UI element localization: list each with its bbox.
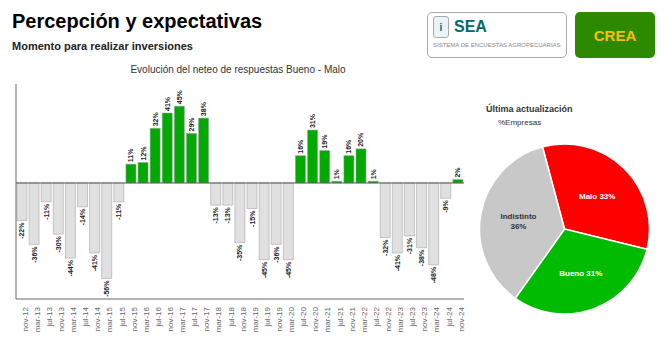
svg-text:jul-13: jul-13 (45, 306, 54, 327)
svg-text:mar-17: mar-17 (178, 306, 187, 332)
svg-text:nov-23: nov-23 (420, 306, 429, 331)
svg-text:jul-22: jul-22 (372, 306, 381, 327)
svg-text:jul-18: jul-18 (227, 306, 236, 327)
svg-text:31%: 31% (309, 113, 316, 128)
svg-text:mar-22: mar-22 (360, 306, 369, 332)
svg-text:-45%: -45% (261, 261, 268, 278)
svg-text:-45%: -45% (285, 261, 292, 278)
svg-text:19%: 19% (321, 134, 328, 149)
svg-text:nov-22: nov-22 (384, 306, 393, 331)
svg-text:-31%: -31% (406, 237, 413, 254)
svg-text:mar-13: mar-13 (33, 306, 42, 332)
svg-text:nov-15: nov-15 (130, 306, 139, 331)
svg-text:-11%: -11% (115, 203, 122, 220)
svg-text:-30%: -30% (55, 235, 62, 252)
svg-text:Bueno 31%: Bueno 31% (559, 268, 602, 277)
svg-text:nov-24: nov-24 (457, 306, 466, 331)
svg-text:-48%: -48% (430, 266, 437, 283)
html-text:i: i (439, 21, 443, 33)
svg-text:mar-18: mar-18 (214, 306, 223, 332)
svg-text:mar-24: mar-24 (432, 306, 441, 332)
html-text:%Empresas: %Empresas (498, 118, 542, 127)
svg-text:45%: 45% (176, 89, 183, 104)
svg-text:nov-21: nov-21 (348, 306, 357, 331)
svg-text:-32%: -32% (382, 239, 389, 256)
svg-text:-36%: -36% (273, 246, 280, 263)
svg-text:nov-18: nov-18 (239, 306, 248, 331)
svg-text:2%: 2% (454, 167, 461, 178)
svg-text:-13%: -13% (224, 206, 231, 223)
svg-text:jul-23: jul-23 (408, 306, 417, 327)
svg-text:nov-17: nov-17 (202, 306, 211, 331)
svg-text:mar-21: mar-21 (323, 306, 332, 332)
svg-text:jul-21: jul-21 (336, 306, 345, 327)
svg-text:jul-14: jul-14 (81, 306, 90, 327)
svg-text:mar-16: mar-16 (142, 306, 151, 332)
html-text:CREA: CREA (593, 26, 637, 44)
html-text:Percepción y expectativas: Percepción y expectativas (12, 10, 263, 32)
svg-text:nov-16: nov-16 (166, 306, 175, 331)
svg-text:16%: 16% (345, 139, 352, 154)
svg-text:20%: 20% (357, 132, 364, 147)
svg-text:16%: 16% (297, 139, 304, 154)
svg-text:nov-12: nov-12 (21, 306, 30, 331)
svg-text:1%: 1% (333, 168, 340, 179)
svg-text:1%: 1% (370, 168, 377, 179)
svg-text:-9%: -9% (442, 200, 449, 213)
svg-text:38%: 38% (200, 101, 207, 116)
svg-text:mar-20: mar-20 (287, 306, 296, 332)
svg-text:jul-19: jul-19 (263, 306, 272, 327)
svg-text:12%: 12% (140, 146, 147, 161)
svg-text:nov-14: nov-14 (93, 306, 102, 331)
svg-text:jul-24: jul-24 (445, 306, 454, 327)
svg-text:-41%: -41% (91, 254, 98, 271)
svg-text:nov-20: nov-20 (311, 306, 320, 331)
svg-text:-35%: -35% (236, 244, 243, 261)
svg-text:-38%: -38% (418, 249, 425, 266)
html-text:Evolución del neteo de respues: Evolución del neteo de respuestas Bueno … (130, 64, 346, 75)
html-text:Última actualización: Última actualización (486, 104, 573, 114)
svg-text:nov-19: nov-19 (275, 306, 284, 331)
svg-text:Indistinto36%: Indistinto36% (500, 211, 536, 230)
svg-text:-13%: -13% (212, 206, 219, 223)
svg-text:-15%: -15% (249, 210, 256, 227)
svg-text:32%: 32% (152, 112, 159, 127)
svg-text:jul-16: jul-16 (154, 306, 163, 327)
svg-text:-11%: -11% (43, 203, 50, 220)
html-text:SEA: SEA (454, 18, 487, 35)
html-text:Momento para realizar inversio: Momento para realizar inversiones (12, 40, 193, 52)
svg-text:jul-17: jul-17 (190, 306, 199, 327)
svg-text:-36%: -36% (31, 246, 38, 263)
svg-text:jul-20: jul-20 (299, 306, 308, 327)
svg-text:29%: 29% (188, 117, 195, 132)
svg-text:mar-19: mar-19 (251, 306, 260, 332)
svg-text:-22%: -22% (18, 222, 25, 239)
svg-text:mar-14: mar-14 (69, 306, 78, 332)
svg-text:Malo 33%: Malo 33% (579, 191, 615, 200)
svg-text:jul-15: jul-15 (118, 306, 127, 327)
svg-text:41%: 41% (164, 96, 171, 111)
svg-text:nov-13: nov-13 (57, 306, 66, 331)
svg-text:-44%: -44% (67, 259, 74, 276)
svg-text:-56%: -56% (103, 280, 110, 297)
svg-text:11%: 11% (127, 148, 134, 162)
html-text:SISTEMA DE ENCUESTAS AGROPECUA: SISTEMA DE ENCUESTAS AGROPECUARIAS (433, 42, 561, 48)
svg-text:mar-23: mar-23 (396, 306, 405, 332)
svg-text:-14%: -14% (79, 208, 86, 225)
svg-text:mar-15: mar-15 (105, 306, 114, 332)
svg-text:-41%: -41% (394, 254, 401, 271)
